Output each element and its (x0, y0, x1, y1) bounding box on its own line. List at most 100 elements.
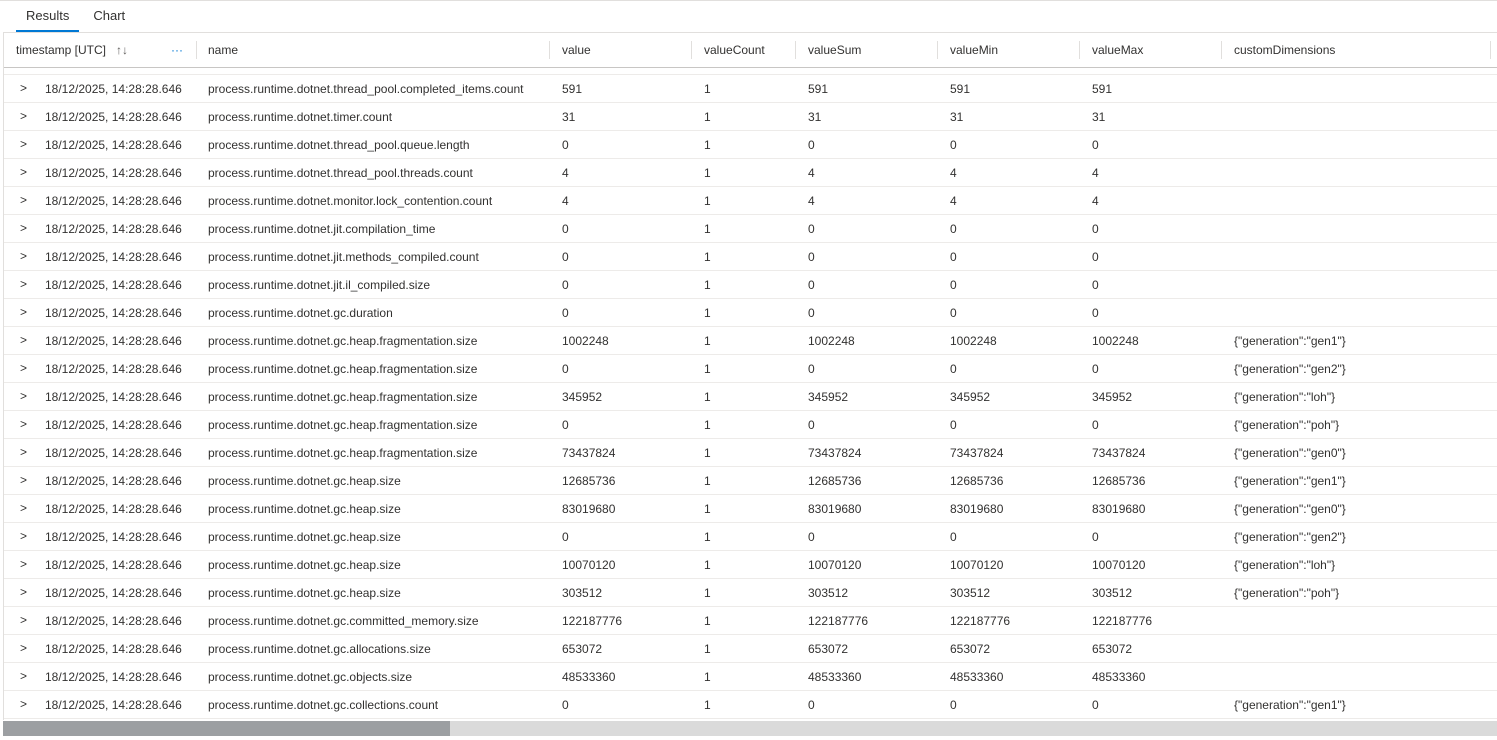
cell-valuemax: 0 (1092, 306, 1099, 320)
cell-valuemin: 0 (950, 698, 957, 712)
column-separator[interactable] (1079, 41, 1080, 59)
table-row[interactable]: >18/12/2025, 14:28:28.646 process.runtime… (4, 215, 1497, 243)
expand-chevron-icon[interactable]: > (20, 613, 28, 627)
tab-chart[interactable]: Chart (93, 8, 126, 23)
cell-valuecount: 1 (704, 474, 711, 488)
more-options-icon[interactable]: ··· (171, 43, 183, 57)
cell-timestamp: 18/12/2025, 14:28:28.646 (45, 110, 182, 124)
table-row[interactable]: >18/12/2025, 14:28:28.646 process.runtime… (4, 243, 1497, 271)
horizontal-scrollbar[interactable] (3, 721, 1497, 736)
column-separator[interactable] (795, 41, 796, 59)
expand-chevron-icon[interactable]: > (20, 389, 28, 403)
cell-timestamp: 18/12/2025, 14:28:28.646 (45, 502, 182, 516)
column-header-timestamp[interactable]: timestamp [UTC] (16, 43, 107, 57)
cell-valuecount: 1 (704, 418, 711, 432)
column-header-valuecount[interactable]: valueCount (704, 43, 765, 57)
expand-chevron-icon[interactable]: > (20, 305, 28, 319)
column-separator[interactable] (1490, 41, 1491, 59)
table-row[interactable]: >18/12/2025, 14:28:28.646 process.runtime… (4, 691, 1497, 719)
cell-name: process.runtime.dotnet.jit.il_compiled.s… (208, 278, 431, 292)
column-header-valuemin[interactable]: valueMin (950, 43, 999, 57)
cell-valuecount: 1 (704, 586, 711, 600)
cell-valuemin: 4 (950, 166, 957, 180)
sort-icon[interactable]: ↑↓ (116, 43, 128, 57)
column-separator[interactable] (196, 41, 197, 59)
expand-chevron-icon[interactable]: > (20, 165, 28, 179)
table-row[interactable]: >18/12/2025, 14:28:28.646 process.runtime… (4, 159, 1497, 187)
expand-chevron-icon[interactable]: > (20, 193, 28, 207)
table-row[interactable]: >18/12/2025, 14:28:28.646 process.runtime… (4, 635, 1497, 663)
table-row[interactable]: >18/12/2025, 14:28:28.646 process.runtime… (4, 271, 1497, 299)
cell-valuecount: 1 (704, 670, 711, 684)
cell-valuecount: 1 (704, 278, 711, 292)
table-row[interactable]: >18/12/2025, 14:28:28.646 process.runtime… (4, 551, 1497, 579)
expand-chevron-icon[interactable]: > (20, 557, 28, 571)
cell-valuemax: 31 (1092, 110, 1106, 124)
expand-chevron-icon[interactable]: > (20, 333, 28, 347)
column-separator[interactable] (691, 41, 692, 59)
cell-value: 0 (562, 278, 569, 292)
table-row[interactable]: >18/12/2025, 14:28:28.646 process.runtime… (4, 579, 1497, 607)
table-row[interactable]: >18/12/2025, 14:28:28.646 process.runtime… (4, 103, 1497, 131)
cell-valuemin: 345952 (950, 390, 991, 404)
table-row[interactable]: >18/12/2025, 14:28:28.646 process.runtime… (4, 607, 1497, 635)
scrollbar-thumb[interactable] (3, 721, 450, 736)
expand-chevron-icon[interactable]: > (20, 417, 28, 431)
column-header-customdimensions[interactable]: customDimensions (1234, 43, 1336, 57)
cell-valuemax: 0 (1092, 362, 1099, 376)
column-separator[interactable] (937, 41, 938, 59)
expand-chevron-icon[interactable]: > (20, 529, 28, 543)
cell-valuecount: 1 (704, 502, 711, 516)
tab-results[interactable]: Results (14, 0, 81, 32)
expand-chevron-icon[interactable]: > (20, 137, 28, 151)
column-separator[interactable] (549, 41, 550, 59)
cell-valuesum: 4 (808, 166, 815, 180)
cell-valuemin: 0 (950, 278, 957, 292)
table-row[interactable]: >18/12/2025, 14:28:28.646 process.runtime… (4, 467, 1497, 495)
cell-valuesum: 303512 (808, 586, 849, 600)
column-header-name[interactable]: name (208, 43, 239, 57)
table-row[interactable]: >18/12/2025, 14:28:28.646 process.runtime… (4, 131, 1497, 159)
table-row[interactable]: >18/12/2025, 14:28:28.646 process.runtime… (4, 495, 1497, 523)
cell-timestamp: 18/12/2025, 14:28:28.646 (45, 614, 182, 628)
expand-chevron-icon[interactable]: > (20, 221, 28, 235)
results-grid: timestamp [UTC] ↑↓ ··· name value valueC… (3, 32, 1497, 720)
table-row[interactable]: >18/12/2025, 14:28:28.646 process.runtime… (4, 383, 1497, 411)
column-header-valuemax[interactable]: valueMax (1092, 43, 1144, 57)
cell-valuemax: 0 (1092, 250, 1099, 264)
expand-chevron-icon[interactable]: > (20, 361, 28, 375)
expand-chevron-icon[interactable]: > (20, 277, 28, 291)
table-row[interactable]: >18/12/2025, 14:28:28.646 process.runtime… (4, 523, 1497, 551)
cell-value: 1002248 (562, 334, 609, 348)
expand-chevron-icon[interactable]: > (20, 501, 28, 515)
cell-valuesum: 653072 (808, 642, 849, 656)
table-row[interactable]: >18/12/2025, 14:28:28.646 process.runtime… (4, 355, 1497, 383)
grid-rows: >18/12/2025, 14:28:28.646 process.runtime… (4, 61, 1497, 719)
table-row[interactable]: >18/12/2025, 14:28:28.646 process.runtime… (4, 75, 1497, 103)
cell-valuecount: 1 (704, 82, 711, 96)
cell-valuemin: 1002248 (950, 334, 997, 348)
column-separator[interactable] (1221, 41, 1222, 59)
expand-chevron-icon[interactable]: > (20, 585, 28, 599)
column-header-valuesum[interactable]: valueSum (808, 43, 862, 57)
expand-chevron-icon[interactable]: > (20, 445, 28, 459)
column-header-value[interactable]: value (562, 43, 591, 57)
table-row[interactable]: >18/12/2025, 14:28:28.646 process.runtime… (4, 663, 1497, 691)
expand-chevron-icon[interactable]: > (20, 697, 28, 711)
expand-chevron-icon[interactable]: > (20, 81, 28, 95)
expand-chevron-icon[interactable]: > (20, 473, 28, 487)
cell-customdimensions: {"generation":"loh"} (1234, 390, 1336, 404)
results-tabs: Results Chart (14, 0, 137, 32)
expand-chevron-icon[interactable]: > (20, 109, 28, 123)
cell-valuesum: 0 (808, 250, 815, 264)
expand-chevron-icon[interactable]: > (20, 641, 28, 655)
table-row[interactable]: >18/12/2025, 14:28:28.646 process.runtime… (4, 299, 1497, 327)
table-row[interactable]: >18/12/2025, 14:28:28.646 process.runtime… (4, 411, 1497, 439)
cell-valuemax: 0 (1092, 278, 1099, 292)
cell-value: 0 (562, 698, 569, 712)
table-row[interactable]: >18/12/2025, 14:28:28.646 process.runtime… (4, 187, 1497, 215)
table-row[interactable]: >18/12/2025, 14:28:28.646 process.runtime… (4, 327, 1497, 355)
expand-chevron-icon[interactable]: > (20, 669, 28, 683)
expand-chevron-icon[interactable]: > (20, 249, 28, 263)
table-row[interactable]: >18/12/2025, 14:28:28.646 process.runtime… (4, 439, 1497, 467)
